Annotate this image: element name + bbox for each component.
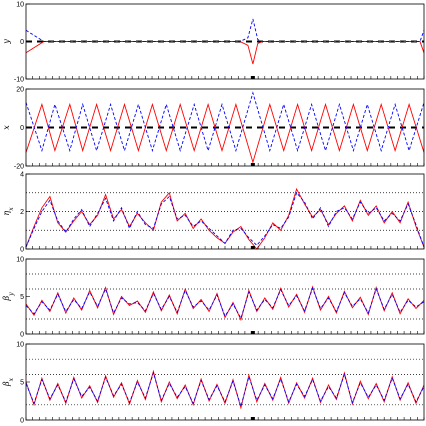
y-tick-label: 10 (16, 2, 24, 9)
panel-beta-x: 0 5 10 βx (2, 342, 425, 425)
series-line-1 (25, 91, 425, 153)
center-marker (250, 76, 255, 79)
series-line-1 (25, 371, 425, 408)
series-line-1 (25, 18, 425, 42)
y-axis-label: x (2, 125, 11, 130)
y-axis-label: βy (2, 292, 15, 302)
series-line-0 (25, 102, 425, 164)
plot-frame (25, 343, 425, 421)
y-axis-label: y (2, 39, 11, 45)
panel-eta-x: 0 2 4 ηx (2, 172, 425, 254)
y-axis-label: ηx (2, 207, 15, 216)
y-tick-label: 5 (20, 294, 24, 301)
panel-x: -20 0 20 x (2, 87, 425, 171)
center-marker (250, 246, 255, 249)
center-marker (250, 417, 255, 420)
y-tick-label: 0 (20, 418, 24, 425)
y-tick-label: 5 (20, 380, 24, 387)
y-tick-label: 0 (20, 125, 24, 132)
y-tick-label: 2 (20, 209, 24, 216)
y-tick-label: 4 (20, 172, 24, 179)
panel-y: -10 0 10 y (2, 2, 425, 84)
y-tick-label: 0 (20, 39, 24, 46)
panel-beta-y: 0 5 10 βy (2, 257, 425, 339)
center-marker (250, 331, 255, 334)
series-line-1 (25, 191, 425, 248)
y-axis-label: βx (2, 377, 15, 387)
y-tick-label: 20 (16, 87, 24, 94)
y-tick-label: 10 (16, 257, 24, 264)
y-tick-label: 0 (20, 247, 24, 254)
center-marker (250, 163, 255, 166)
series-line-0 (25, 41, 425, 65)
series-line-1 (25, 287, 425, 320)
y-tick-label: -20 (14, 164, 24, 171)
y-tick-label: 10 (16, 342, 24, 349)
plot-frame (25, 258, 425, 335)
y-tick-label: -10 (14, 77, 24, 84)
y-tick-label: 0 (20, 332, 24, 339)
